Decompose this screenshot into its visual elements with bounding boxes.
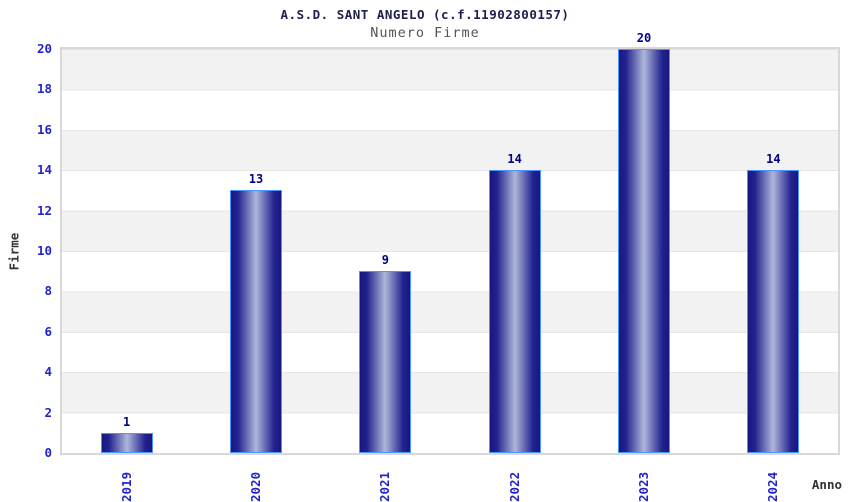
y-tick-label: 20 bbox=[36, 41, 52, 56]
bar-value-label: 9 bbox=[381, 253, 389, 268]
bar-2021 bbox=[359, 271, 412, 453]
bar-value-label: 14 bbox=[766, 152, 781, 167]
y-tick-label: 14 bbox=[36, 162, 52, 178]
chart-subtitle: Numero Firme bbox=[370, 25, 480, 41]
bar-2022 bbox=[488, 170, 541, 453]
y-tick-label: 8 bbox=[44, 283, 52, 299]
y-tick-label: 10 bbox=[36, 243, 52, 258]
bar-value-label: 13 bbox=[248, 172, 264, 187]
bar-2023 bbox=[618, 49, 670, 453]
y-tick-label: 2 bbox=[44, 404, 52, 420]
y-tick-label: 4 bbox=[44, 364, 52, 380]
x-tick-label: 2022 bbox=[506, 471, 522, 502]
x-tick-label: 2020 bbox=[248, 471, 263, 502]
plot-area: 1 13 9 14 20 14 bbox=[60, 31, 840, 455]
x-tick-label: 2019 bbox=[118, 471, 134, 502]
bar-2020 bbox=[230, 190, 282, 453]
x-tick-label: 2024 bbox=[765, 471, 781, 502]
bar-value-label: 1 bbox=[123, 414, 131, 429]
y-tick-label: 12 bbox=[36, 202, 52, 218]
y-tick-label: 0 bbox=[44, 445, 52, 460]
chart-title: A.S.D. SANT ANGELO (c.f.11902800157) bbox=[280, 7, 570, 22]
bar-value-label: 14 bbox=[507, 152, 522, 167]
y-tick-label: 6 bbox=[44, 323, 52, 339]
y-tick-label: 18 bbox=[36, 81, 52, 97]
x-axis-label: Anno bbox=[811, 477, 842, 492]
bar-value-label: 20 bbox=[636, 31, 652, 45]
x-tick-label: 2023 bbox=[636, 471, 651, 502]
bar-2024 bbox=[747, 170, 800, 453]
y-tick-label: 16 bbox=[36, 121, 52, 137]
x-tick-label: 2021 bbox=[377, 471, 393, 502]
bar-2019 bbox=[100, 432, 153, 453]
